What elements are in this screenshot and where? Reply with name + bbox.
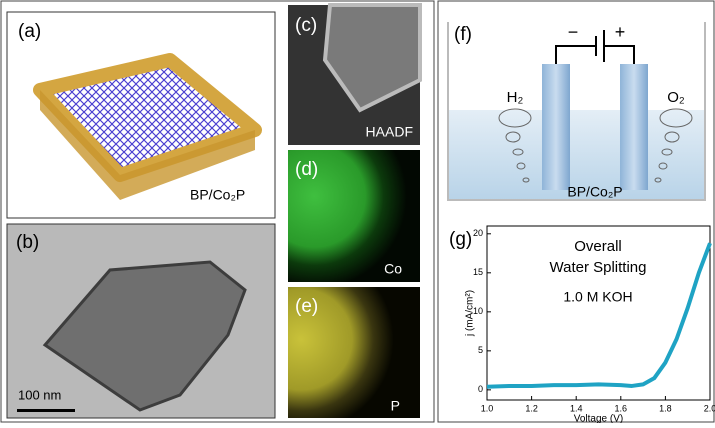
panel-label: (d): [295, 159, 318, 180]
y-tick-label: 5: [478, 345, 483, 355]
y-axis-label: j (mA/cm²): [465, 290, 476, 337]
figure: (a) BP/Co₂P (b) 100 nm (c) HAADF (d) Co …: [0, 0, 715, 423]
annotation: 1.0 M KOH: [563, 289, 632, 305]
electrode: [620, 64, 648, 190]
gas-label: H₂: [507, 89, 524, 106]
x-tick-label: 1.6: [615, 403, 628, 413]
panel-label: (g): [449, 229, 472, 250]
x-tick-label: 1.0: [481, 403, 494, 413]
electrode-label: BP/Co₂P: [567, 184, 622, 200]
gas-label: O₂: [667, 89, 685, 106]
y-tick-label: 15: [473, 267, 483, 277]
panel-label: (c): [295, 15, 317, 36]
x-tick-label: 2.0: [704, 403, 715, 413]
scale-bar: [17, 409, 75, 412]
y-tick-label: 20: [473, 228, 483, 238]
electrode: [542, 64, 570, 190]
caption: BP/Co₂P: [190, 187, 245, 203]
caption: HAADF: [366, 124, 413, 140]
x-tick-label: 1.2: [525, 403, 538, 413]
panel-label: (a): [18, 21, 41, 42]
annotation: Water Splitting: [550, 259, 647, 276]
panel-label: (f): [454, 24, 472, 45]
cathode-sign: −: [568, 22, 579, 42]
x-axis-label: Voltage (V): [574, 414, 623, 423]
x-tick-label: 1.8: [659, 403, 672, 413]
y-tick-label: 0: [478, 384, 483, 394]
panel-label: (e): [295, 296, 318, 317]
scale-bar-label: 100 nm: [18, 387, 61, 402]
anode-sign: +: [615, 22, 626, 42]
caption: P: [391, 398, 400, 414]
x-tick-label: 1.4: [570, 403, 583, 413]
annotation: Overall: [574, 238, 622, 255]
panel-label: (b): [16, 232, 39, 253]
caption: Co: [384, 261, 402, 277]
